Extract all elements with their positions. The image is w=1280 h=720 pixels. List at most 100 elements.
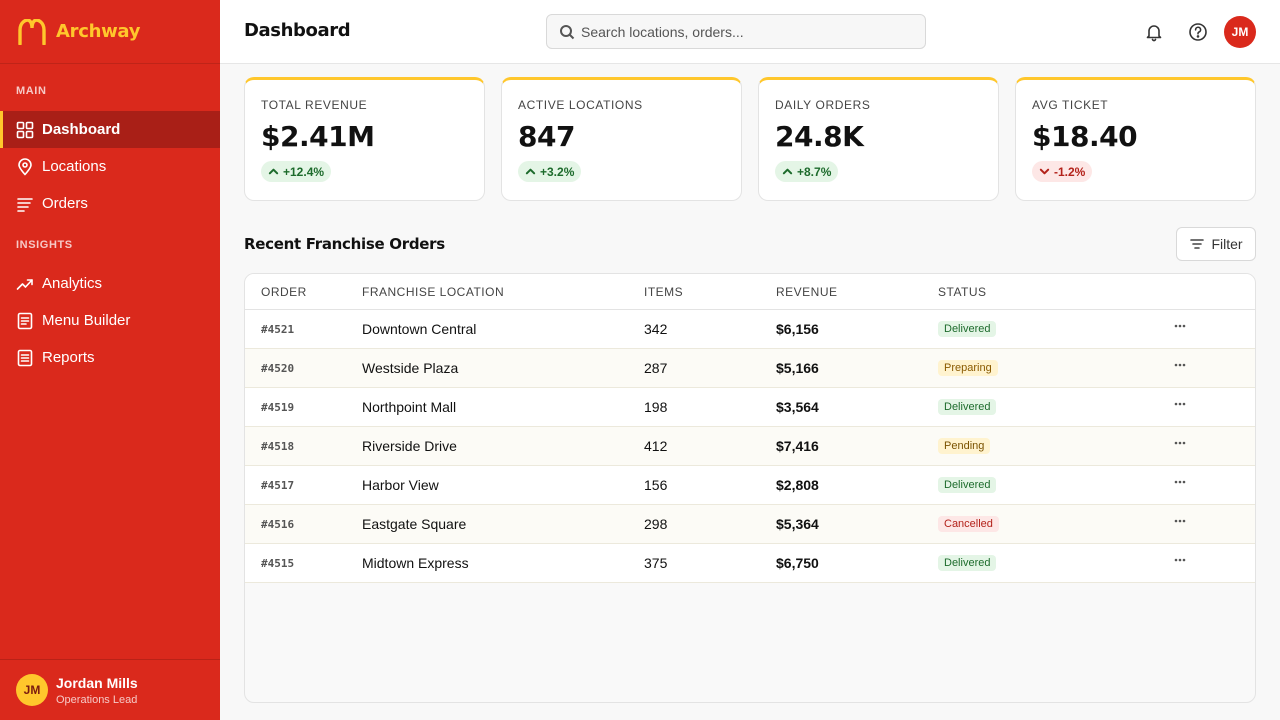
table-row[interactable]: #4517 Harbor View 156 $2,808 Delivered bbox=[245, 466, 1255, 505]
stat-value: $18.40 bbox=[1032, 120, 1138, 153]
avatar: JM bbox=[16, 674, 48, 706]
grid-icon bbox=[16, 121, 34, 139]
more-options-icon[interactable] bbox=[1173, 397, 1187, 411]
arrow-up-icon bbox=[782, 168, 793, 175]
status-badge: Delivered bbox=[938, 399, 997, 415]
order-id: #4518 bbox=[261, 439, 295, 453]
stat-change-badge: +8.7% bbox=[775, 161, 839, 182]
stat-value: 24.8K bbox=[775, 120, 864, 153]
more-options-icon[interactable] bbox=[1173, 319, 1187, 333]
status-cell: Delivered bbox=[938, 310, 997, 348]
section-label-insights: INSIGHTS bbox=[16, 239, 73, 251]
table-row[interactable]: #4520 Westside Plaza 287 $5,166 Preparing bbox=[245, 349, 1255, 388]
franchise-location: Midtown Express bbox=[362, 555, 469, 571]
sidebar-item-orders[interactable]: Orders bbox=[0, 185, 220, 222]
revenue-value: $7,416 bbox=[776, 438, 819, 454]
stat-card-total-revenue: TOTAL REVENUE $2.41M +12.4% bbox=[244, 77, 485, 201]
items-count: 156 bbox=[644, 477, 668, 493]
status-badge: Cancelled bbox=[938, 516, 999, 532]
sidebar-item-reports[interactable]: Reports bbox=[0, 339, 220, 376]
status-cell: Cancelled bbox=[938, 505, 999, 543]
revenue-value: $6,750 bbox=[776, 555, 819, 571]
arrow-up-icon bbox=[268, 168, 279, 175]
sidebar-item-label: Analytics bbox=[42, 275, 103, 292]
sidebar-item-label: Reports bbox=[42, 349, 95, 366]
section-title: Recent Franchise Orders bbox=[244, 235, 445, 253]
stat-change-badge: +12.4% bbox=[261, 161, 332, 182]
items-count: 375 bbox=[644, 555, 668, 571]
table-row[interactable]: #4515 Midtown Express 375 $6,750 Delivered bbox=[245, 544, 1255, 583]
table-row[interactable]: #4519 Northpoint Mall 198 $3,564 Delivered bbox=[245, 388, 1255, 427]
more-options-icon[interactable] bbox=[1173, 514, 1187, 528]
status-badge: Preparing bbox=[938, 360, 998, 376]
more-options-icon[interactable] bbox=[1173, 436, 1187, 450]
column-header-revenue[interactable]: REVENUE bbox=[776, 285, 838, 299]
franchise-location: Downtown Central bbox=[362, 321, 477, 337]
section-label-main: MAIN bbox=[16, 85, 47, 97]
map-pin-icon bbox=[16, 157, 34, 176]
column-header-items[interactable]: ITEMS bbox=[644, 285, 684, 299]
status-badge: Delivered bbox=[938, 321, 997, 337]
franchise-location: Harbor View bbox=[362, 477, 439, 493]
stat-label: AVG TICKET bbox=[1032, 98, 1109, 112]
franchise-location: Eastgate Square bbox=[362, 516, 467, 532]
items-count: 412 bbox=[644, 438, 668, 454]
brand-name: Archway bbox=[56, 21, 141, 42]
order-id: #4519 bbox=[261, 400, 295, 414]
stat-label: ACTIVE LOCATIONS bbox=[518, 98, 643, 112]
items-count: 342 bbox=[644, 321, 668, 337]
franchise-location: Westside Plaza bbox=[362, 360, 459, 376]
sidebar-item-label: Locations bbox=[42, 158, 107, 175]
stat-value: $2.41M bbox=[261, 120, 375, 153]
search-box[interactable] bbox=[546, 14, 926, 49]
sidebar-item-label: Dashboard bbox=[42, 121, 121, 138]
table-row[interactable]: #4521 Downtown Central 342 $6,156 Delivered bbox=[245, 310, 1255, 349]
order-id: #4517 bbox=[261, 478, 295, 492]
arrow-up-icon bbox=[525, 168, 536, 175]
sidebar-item-menu-builder[interactable]: Menu Builder bbox=[0, 302, 220, 339]
stat-change: +12.4% bbox=[283, 164, 325, 179]
more-options-icon[interactable] bbox=[1173, 553, 1187, 567]
items-count: 287 bbox=[644, 360, 668, 376]
sidebar-item-dashboard[interactable]: Dashboard bbox=[0, 111, 220, 148]
more-options-icon[interactable] bbox=[1173, 475, 1187, 489]
table-header: ORDER FRANCHISE LOCATION ITEMS REVENUE S… bbox=[245, 274, 1255, 310]
trend-icon bbox=[16, 275, 34, 293]
stat-change: +3.2% bbox=[540, 164, 575, 179]
arches-logo-icon bbox=[18, 18, 46, 45]
revenue-value: $5,364 bbox=[776, 516, 819, 532]
stat-change: +8.7% bbox=[797, 164, 832, 179]
revenue-value: $6,156 bbox=[776, 321, 819, 337]
sidebar-item-label: Orders bbox=[42, 195, 88, 212]
header-avatar[interactable]: JM bbox=[1224, 16, 1256, 48]
user-name: Jordan Mills bbox=[56, 674, 138, 691]
filter-button[interactable]: Filter bbox=[1176, 227, 1256, 261]
table-row[interactable]: #4516 Eastgate Square 298 $5,364 Cancelled bbox=[245, 505, 1255, 544]
help-icon[interactable] bbox=[1187, 21, 1209, 43]
sidebar-item-locations[interactable]: Locations bbox=[0, 148, 220, 185]
user-profile[interactable]: JM Jordan Mills Operations Lead bbox=[0, 659, 220, 720]
revenue-value: $3,564 bbox=[776, 399, 819, 415]
search-icon bbox=[560, 24, 575, 39]
bell-icon[interactable] bbox=[1143, 21, 1165, 43]
column-header-status[interactable]: STATUS bbox=[938, 285, 987, 299]
stat-label: TOTAL REVENUE bbox=[261, 98, 368, 112]
stat-change-badge: -1.2% bbox=[1032, 161, 1093, 182]
items-count: 198 bbox=[644, 399, 668, 415]
brand[interactable]: Archway bbox=[0, 0, 220, 64]
table-row[interactable]: #4518 Riverside Drive 412 $7,416 Pending bbox=[245, 427, 1255, 466]
filter-label: Filter bbox=[1211, 236, 1243, 252]
sidebar-item-analytics[interactable]: Analytics bbox=[0, 265, 220, 302]
list-icon bbox=[16, 195, 34, 213]
search-input[interactable] bbox=[581, 23, 911, 40]
more-options-icon[interactable] bbox=[1173, 358, 1187, 372]
column-header-location[interactable]: FRANCHISE LOCATION bbox=[362, 285, 505, 299]
stat-change-badge: +3.2% bbox=[518, 161, 582, 182]
arrow-down-icon bbox=[1039, 168, 1050, 175]
stat-card-daily-orders: DAILY ORDERS 24.8K +8.7% bbox=[758, 77, 999, 201]
stat-value: 847 bbox=[518, 120, 575, 153]
stat-label: DAILY ORDERS bbox=[775, 98, 871, 112]
column-header-order[interactable]: ORDER bbox=[261, 285, 307, 299]
order-id: #4520 bbox=[261, 361, 295, 375]
document-icon bbox=[16, 312, 34, 330]
